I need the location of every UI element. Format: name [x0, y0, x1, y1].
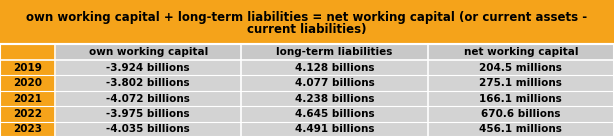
Bar: [429, 122, 614, 136]
Bar: [0, 91, 55, 106]
Text: 2021: 2021: [13, 93, 42, 103]
Bar: [56, 44, 241, 59]
Text: own working capital: own working capital: [88, 47, 208, 57]
Text: 2020: 2020: [13, 78, 42, 88]
Bar: [56, 91, 241, 106]
Bar: [0, 44, 55, 60]
Bar: [0, 75, 55, 91]
Bar: [243, 91, 428, 106]
Bar: [429, 44, 614, 59]
Bar: [56, 122, 241, 136]
Text: current liabilities): current liabilities): [247, 24, 367, 36]
Bar: [243, 60, 428, 75]
Bar: [243, 44, 428, 59]
Text: 2022: 2022: [13, 109, 42, 119]
Text: own working capital + long-term liabilities = net working capital (or current as: own working capital + long-term liabilit…: [26, 11, 588, 24]
Text: 4.128 billions: 4.128 billions: [295, 63, 375, 73]
Text: -3.924 billions: -3.924 billions: [106, 63, 190, 73]
Bar: [429, 106, 614, 121]
Text: 4.491 billions: 4.491 billions: [295, 124, 375, 134]
Text: 2019: 2019: [13, 63, 42, 73]
Text: 204.5 millions: 204.5 millions: [480, 63, 562, 73]
Text: -3.802 billions: -3.802 billions: [106, 78, 190, 88]
Text: -4.072 billions: -4.072 billions: [106, 93, 190, 103]
Bar: [56, 106, 241, 121]
Bar: [0, 44, 614, 137]
Text: -4.035 billions: -4.035 billions: [106, 124, 190, 134]
Bar: [243, 122, 428, 136]
Bar: [56, 75, 241, 90]
Bar: [0, 122, 55, 137]
Bar: [429, 91, 614, 106]
Text: 456.1 millions: 456.1 millions: [480, 124, 562, 134]
Text: 4.645 billions: 4.645 billions: [295, 109, 375, 119]
Bar: [243, 75, 428, 90]
Text: 4.238 billions: 4.238 billions: [295, 93, 375, 103]
Text: 275.1 millions: 275.1 millions: [480, 78, 562, 88]
Text: net working capital: net working capital: [464, 47, 578, 57]
Text: -3.975 billions: -3.975 billions: [106, 109, 190, 119]
Text: long-term liabilities: long-term liabilities: [276, 47, 393, 57]
Bar: [0, 44, 614, 137]
Bar: [0, 106, 55, 122]
Bar: [429, 60, 614, 75]
Text: 4.077 billions: 4.077 billions: [295, 78, 375, 88]
Bar: [429, 75, 614, 90]
Bar: [56, 60, 241, 75]
Bar: [0, 60, 55, 75]
Bar: [243, 106, 428, 121]
Text: 166.1 millions: 166.1 millions: [480, 93, 562, 103]
Text: 2023: 2023: [13, 124, 42, 134]
Text: 670.6 billions: 670.6 billions: [481, 109, 561, 119]
